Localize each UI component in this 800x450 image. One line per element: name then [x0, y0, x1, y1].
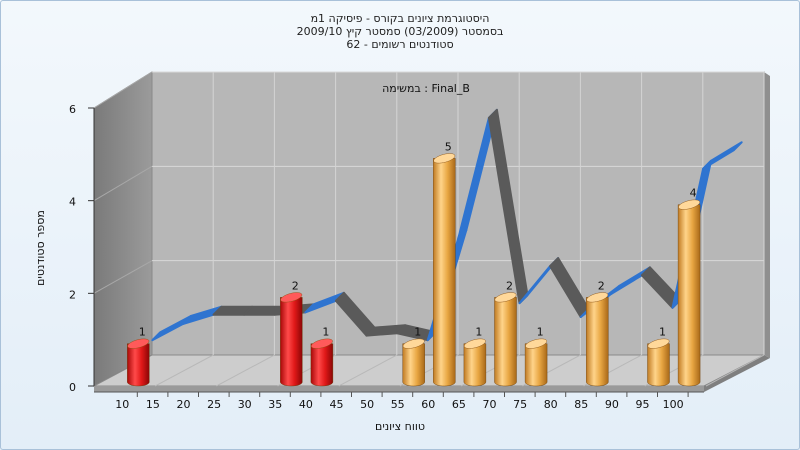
chart-title-line-3: סטודנטים רשומים - 62	[346, 38, 454, 51]
bar-body	[402, 343, 425, 387]
floor-right-edge	[704, 355, 770, 392]
bar-body	[280, 297, 303, 387]
bar-body	[677, 204, 701, 387]
x-tick-label: 70	[483, 398, 497, 411]
bar: 1	[524, 326, 548, 387]
bar-cap	[525, 338, 547, 349]
bar-body	[310, 343, 334, 387]
x-tick-label: 40	[299, 398, 313, 411]
bar-value-label: 1	[322, 326, 329, 339]
bar-value-label: 2	[292, 279, 299, 292]
bar-cap	[402, 338, 425, 349]
grid-line-side	[93, 165, 153, 202]
x-tick-label: 15	[146, 398, 160, 411]
grid-line-side	[93, 71, 153, 109]
bar-cap	[586, 292, 609, 303]
y-tick-label: 2	[69, 288, 76, 301]
bar-cap	[311, 338, 333, 349]
bar-body	[586, 297, 609, 387]
bar: 2	[586, 279, 609, 387]
y-tick-label: 0	[69, 381, 76, 394]
chart-title-line-2: בסמסטר (03/2009) סמסטר קיץ 2009/10	[296, 25, 504, 38]
x-tick-label: 90	[605, 398, 619, 411]
x-tick-label: 75	[513, 398, 527, 411]
y-tick-label: 4	[69, 196, 76, 209]
bar-value-label: 1	[475, 326, 482, 339]
x-tick-label: 80	[544, 398, 558, 411]
x-axis-title: טווח ציונים	[375, 420, 425, 433]
x-tick-label: 95	[636, 398, 650, 411]
x-tick-label: 60	[421, 398, 435, 411]
bar-cap	[647, 338, 670, 349]
bar-body	[494, 297, 517, 387]
floor-grid-line	[216, 354, 275, 387]
bar: 1	[310, 326, 334, 387]
bar-body	[127, 343, 150, 387]
x-tick-label: 10	[115, 398, 129, 411]
bar-cap	[280, 292, 303, 303]
distribution-curve-segment	[702, 141, 743, 170]
bar-cap	[464, 338, 486, 349]
x-tick-label: 85	[574, 398, 588, 411]
x-tick-label: 100	[663, 398, 684, 411]
bar: 2	[280, 279, 303, 387]
bar-cap	[127, 338, 150, 349]
x-tick-label: 65	[452, 398, 466, 411]
bar-body	[433, 158, 456, 387]
bar-value-label: 1	[139, 326, 146, 339]
bar-body	[647, 343, 670, 387]
x-tick-label: 55	[391, 398, 405, 411]
bar-value-label: 1	[659, 326, 666, 339]
bar: 1	[463, 326, 487, 387]
bar-value-label: 2	[598, 279, 605, 292]
task-label: במשימה : Final_B	[382, 82, 470, 95]
bar-cap	[678, 199, 700, 210]
x-tick-label: 35	[268, 398, 282, 411]
chart-title-line-1: היסטוגרמת ציונים בקורס - פיסיקה 1מ	[310, 12, 490, 25]
floor-front-edge	[94, 386, 704, 392]
x-tick-label: 30	[238, 398, 252, 411]
bar-body	[463, 343, 487, 387]
bar-value-label: 4	[690, 187, 697, 200]
bar: 1	[402, 326, 425, 387]
floor-grid-line	[338, 354, 398, 387]
bar: 1	[127, 326, 150, 387]
bar: 2	[494, 279, 517, 387]
x-tick-label: 25	[207, 398, 221, 411]
bar: 5	[433, 140, 456, 387]
floor-grid-line	[154, 354, 214, 387]
bar-cap	[433, 153, 456, 164]
x-tick-label: 50	[360, 398, 374, 411]
bar-cap	[494, 292, 517, 303]
grid-line-side	[93, 260, 153, 294]
right-edge	[764, 72, 770, 358]
bar: 4	[677, 187, 701, 387]
bar-body	[524, 343, 548, 387]
bar-value-label: 1	[537, 326, 544, 339]
x-tick-label: 20	[177, 398, 191, 411]
bar-value-label: 1	[414, 326, 421, 339]
floor-grid-line	[705, 354, 765, 387]
bar-value-label: 5	[445, 140, 452, 153]
bar: 1	[647, 326, 670, 387]
y-tick-label: 6	[69, 103, 76, 116]
bar-value-label: 2	[506, 279, 513, 292]
y-axis-title: מספר סטודנטים	[34, 210, 47, 286]
x-tick-label: 45	[330, 398, 344, 411]
